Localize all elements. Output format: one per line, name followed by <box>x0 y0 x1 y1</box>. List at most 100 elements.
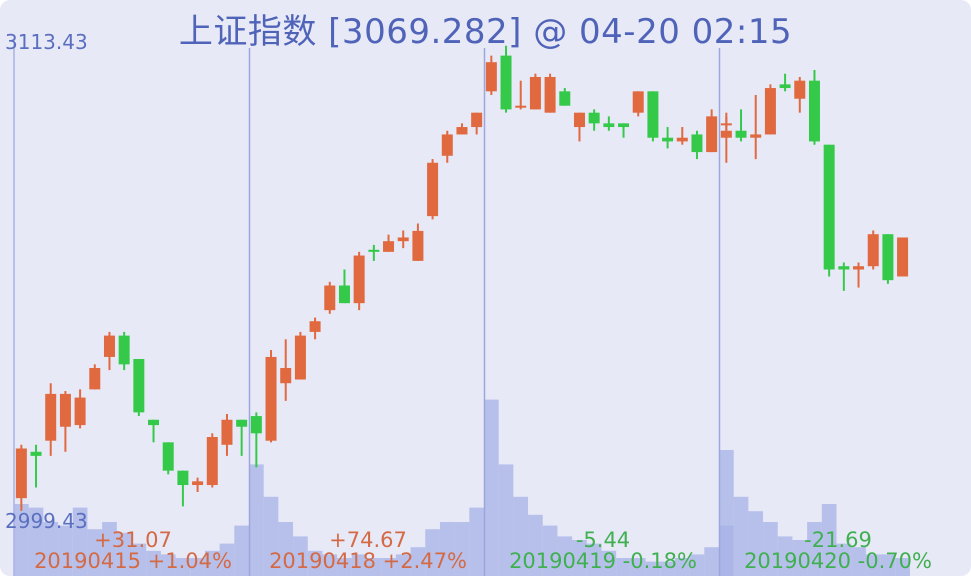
candle-body <box>750 134 762 138</box>
candle-body <box>206 436 218 486</box>
chart-title: 上证指数 [3069.282] @ 04-20 02:15 <box>178 12 793 52</box>
volume-bar <box>351 554 367 576</box>
day-label-20190415: 20190415 +1.04% <box>34 549 232 573</box>
candle-body <box>838 266 850 270</box>
volume-bar <box>616 558 631 576</box>
candle-body <box>456 127 468 135</box>
candle-body <box>236 419 248 427</box>
volume-bar <box>865 554 881 576</box>
volume-bar <box>146 550 161 576</box>
volume-bar <box>131 543 147 576</box>
candle-body <box>221 419 233 445</box>
candle-body <box>764 88 776 135</box>
volume-bar <box>484 399 499 576</box>
volume-bar <box>557 536 573 576</box>
volume-bar <box>87 529 103 576</box>
candle-body <box>515 105 527 108</box>
volume-bar <box>733 496 749 576</box>
candle-body <box>441 134 453 156</box>
volume-bar <box>72 507 88 576</box>
candle-body <box>324 285 336 311</box>
volume-bar <box>278 522 294 576</box>
candle-body <box>588 112 600 124</box>
candle-body <box>544 76 556 113</box>
y-axis-min-label: 2999.43 <box>5 509 88 533</box>
volume-bar <box>895 558 910 576</box>
volume-bar <box>836 543 852 576</box>
candle-body <box>618 123 630 128</box>
volume-bar <box>395 554 411 576</box>
candle-body <box>559 91 571 106</box>
candle-body <box>15 448 27 499</box>
volume-bar <box>719 450 734 576</box>
candle-body <box>118 335 130 365</box>
candle-body <box>794 80 806 99</box>
candle-body <box>45 393 57 441</box>
candle-body <box>808 80 820 142</box>
candle-body <box>133 358 145 413</box>
volume-bar <box>366 558 382 576</box>
volume-bar <box>528 514 543 576</box>
candle-body <box>735 130 747 138</box>
candle-body <box>265 356 277 441</box>
volume-bar <box>381 558 396 576</box>
day-label-20190418: 20190418 +2.47% <box>269 549 467 573</box>
candle-body <box>338 285 350 304</box>
candle-body <box>662 137 674 142</box>
volume-bar <box>542 525 558 576</box>
candle-body <box>192 481 204 486</box>
volume-bar <box>792 540 808 576</box>
candle-body <box>867 234 879 267</box>
volume-bar <box>14 504 29 576</box>
candle-body <box>632 91 644 113</box>
volume-bar <box>763 522 778 576</box>
candle-body <box>30 451 42 456</box>
day-label-20190419: 20190419 -0.18% <box>509 549 697 573</box>
candle-body <box>280 368 292 384</box>
volume-bar <box>204 550 220 576</box>
volume-bar <box>190 558 205 576</box>
candle-body <box>412 230 424 261</box>
volume-bar <box>337 558 352 576</box>
volume-bar <box>219 543 235 576</box>
y-axis-max-label: 3113.43 <box>5 30 88 54</box>
day-change-20190419: -5.44 <box>575 528 631 552</box>
candle-body <box>882 234 894 281</box>
candle-body <box>529 76 541 110</box>
volume-bar <box>439 522 455 576</box>
candle-body <box>779 84 791 89</box>
volume-bar <box>704 547 719 576</box>
volume-bar <box>851 547 866 576</box>
candle-body <box>368 249 380 252</box>
volume-bar <box>43 522 59 576</box>
volume-bar <box>572 540 587 576</box>
candle-body <box>89 368 101 390</box>
candle-body <box>250 416 262 434</box>
volume-bar <box>234 525 249 576</box>
volume-bar <box>116 532 132 576</box>
candle-body <box>427 162 439 217</box>
candle-body <box>676 137 688 142</box>
candle-body <box>471 112 483 128</box>
volume-bar <box>425 529 440 576</box>
candle-body <box>691 134 703 153</box>
candle-body <box>383 241 395 252</box>
volume-bar <box>160 554 176 576</box>
volume-bar <box>263 496 279 576</box>
day-label-20190420: 20190420 -0.70% <box>744 549 932 573</box>
volume-bar <box>293 536 308 576</box>
candle-body <box>162 442 174 471</box>
volume-bar <box>689 554 705 576</box>
volume-bar <box>498 464 514 576</box>
volume-bar <box>454 522 470 576</box>
volume-bar <box>748 511 764 576</box>
day-change-20190418: +74.67 <box>329 528 407 552</box>
volume-bar <box>601 550 617 576</box>
volume-bar <box>513 496 529 576</box>
day-change-20190415: +31.07 <box>94 528 172 552</box>
candle-body <box>59 393 71 427</box>
volume-bar <box>630 558 646 576</box>
candle-body <box>353 255 365 304</box>
candle-body <box>603 123 615 128</box>
